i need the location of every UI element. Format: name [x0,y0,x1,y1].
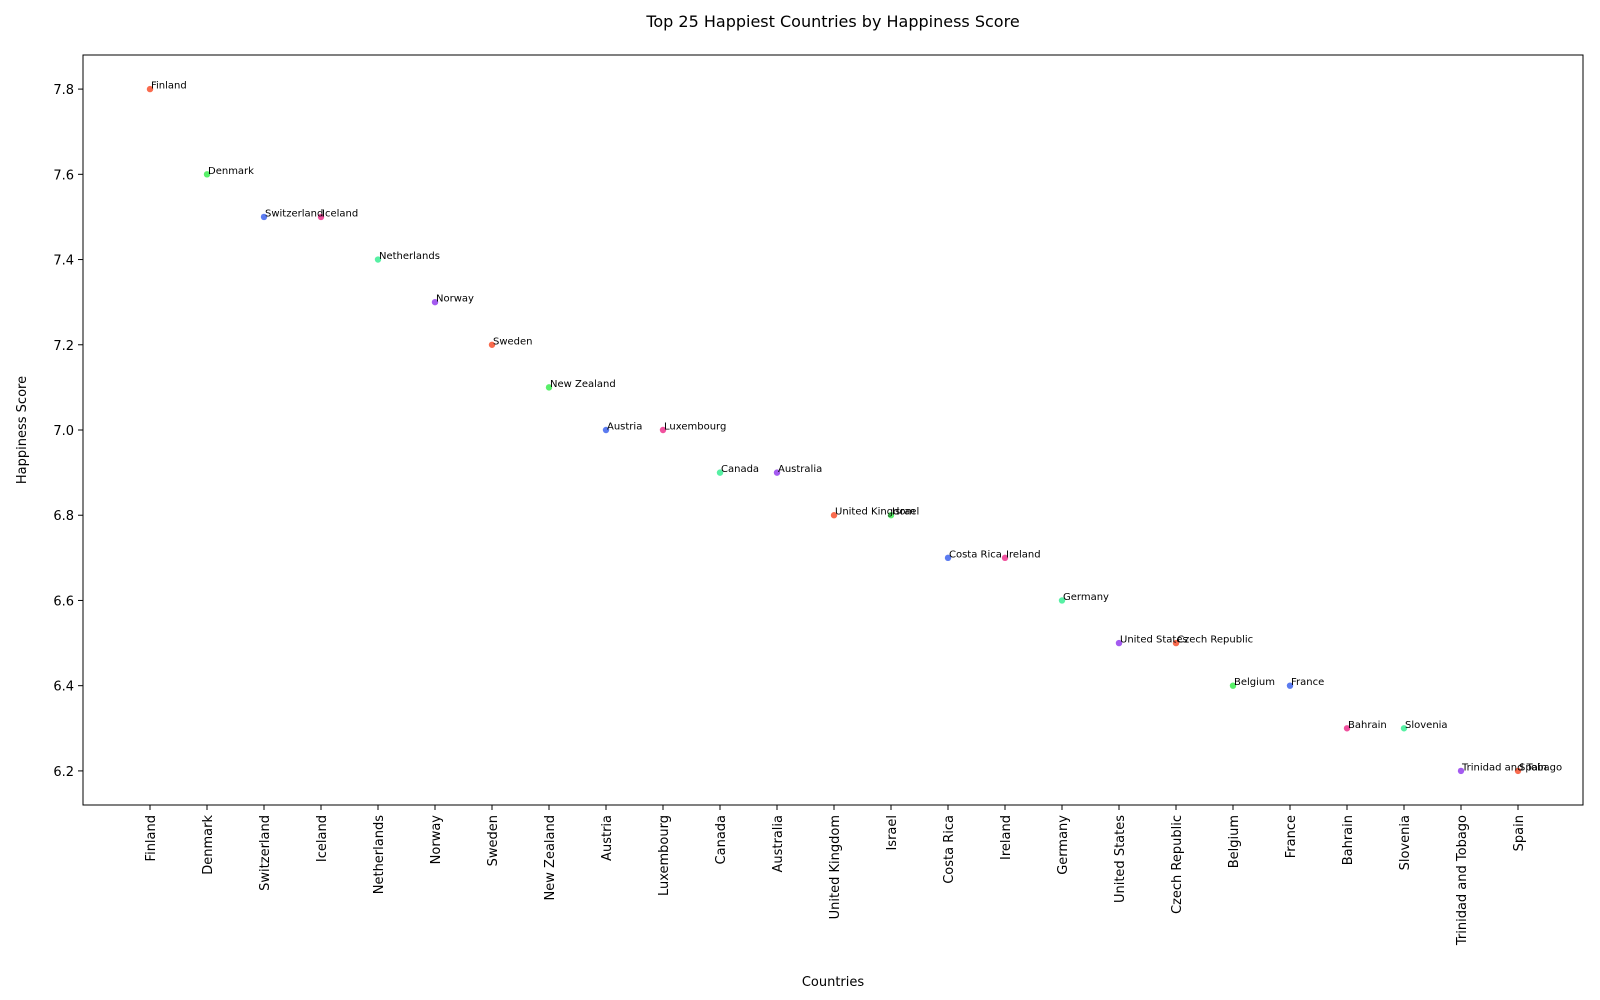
y-tick-label: 6.4 [53,680,74,695]
data-label: Trinidad and Tobago [1461,762,1562,773]
data-label: Finland [151,81,187,92]
data-point [602,426,610,434]
y-tick-label: 7.8 [53,83,74,98]
x-tick-label: Slovenia [1398,815,1413,870]
data-point [488,341,496,348]
x-tick-label: Czech Republic [1170,815,1185,914]
x-tick-label: Austria [600,815,615,861]
x-tick-label: Denmark [201,815,216,875]
x-tick-label: Finland [144,815,159,861]
y-tick-label: 6.6 [53,594,74,609]
x-tick-label: Australia [771,815,786,873]
data-point [374,256,382,263]
data-label: Switzerland [265,208,323,219]
data-label: Bahrain [1348,720,1387,731]
data-label: Ireland [1006,549,1041,560]
x-tick-label: Canada [714,815,729,864]
plot-area-frame [82,54,1584,806]
x-axis-label: Countries [802,975,865,990]
data-point [1400,725,1408,732]
data-label: Austria [607,422,642,433]
data-label: Australia [778,464,822,475]
data-point [1058,597,1066,604]
x-tick-label: Costa Rica [942,815,957,884]
data-label: Germany [1063,592,1109,603]
data-label: Norway [436,294,474,305]
x-tick-label: Trinidad and Tobago [1455,815,1470,946]
x-axis: Finland Denmark Switzerland Iceland Netherla… [144,805,1527,946]
data-point [1172,639,1180,647]
data-label: Costa Rica [949,549,1002,560]
y-tick-label: 7.2 [53,339,74,354]
data-point [944,554,952,562]
data-label: France [1291,677,1324,688]
data-point [431,298,439,306]
x-tick-label: Iceland [315,815,330,862]
data-label: Canada [721,464,759,475]
data-point [317,213,325,221]
data-label: Czech Republic [1177,635,1253,646]
x-tick-label: Spain [1512,815,1527,851]
data-label: Luxembourg [664,422,726,433]
data-label: New Zealand [550,379,616,390]
x-tick-label: Germany [1056,815,1071,875]
x-tick-label: Belgium [1227,815,1242,868]
x-tick-label: Luxembourg [657,815,672,896]
x-tick-label: Bahrain [1341,815,1356,865]
y-tick-label: 6.2 [53,765,74,780]
data-point [146,85,154,93]
data-label: Belgium [1234,677,1275,688]
data-point [1115,639,1123,647]
x-tick-label: United States [1113,815,1128,903]
data-point [203,171,211,178]
data-point [659,426,667,434]
y-tick-label: 7.0 [53,424,74,439]
x-tick-label: United Kingdom [828,815,843,919]
x-tick-label: Switzerland [258,815,273,891]
data-point [1286,682,1294,689]
data-label: Slovenia [1405,720,1448,731]
y-tick-label: 7.6 [53,168,74,183]
data-point [1229,682,1237,689]
data-label: Israel [892,507,919,518]
x-tick-label: Netherlands [372,815,387,894]
data-point [887,512,895,519]
chart-title: Top 25 Happiest Countries by Happiness S… [645,12,1019,31]
x-tick-label: Ireland [999,815,1014,860]
data-point [830,512,838,519]
x-tick-label: France [1284,815,1299,858]
y-axis: 6.2 6.4 6.6 6.8 7.0 7.2 7.4 7.6 7.8 [53,83,83,780]
y-tick-label: 7.4 [53,254,74,269]
x-tick-label: Sweden [486,815,501,866]
data-label: United Kingdom [835,507,915,518]
y-axis-label: Happiness Score [15,376,30,484]
data-label: Sweden [493,336,533,347]
data-label: Netherlands [379,251,440,262]
data-point [545,384,553,391]
data-point [716,469,724,476]
data-point [773,469,781,476]
x-tick-label: New Zealand [543,815,558,900]
data-point [260,213,268,221]
data-point [1001,554,1009,562]
x-tick-label: Israel [885,815,900,851]
data-label: Iceland [322,208,358,219]
data-point [1457,767,1465,775]
data-points [146,85,1522,775]
data-point [1514,767,1522,775]
data-label: Spain [1519,762,1547,773]
x-tick-label: Norway [429,815,444,865]
y-tick-label: 6.8 [53,509,74,524]
data-label: Denmark [208,166,254,177]
data-label: United States [1120,635,1188,646]
data-point [1343,725,1351,732]
